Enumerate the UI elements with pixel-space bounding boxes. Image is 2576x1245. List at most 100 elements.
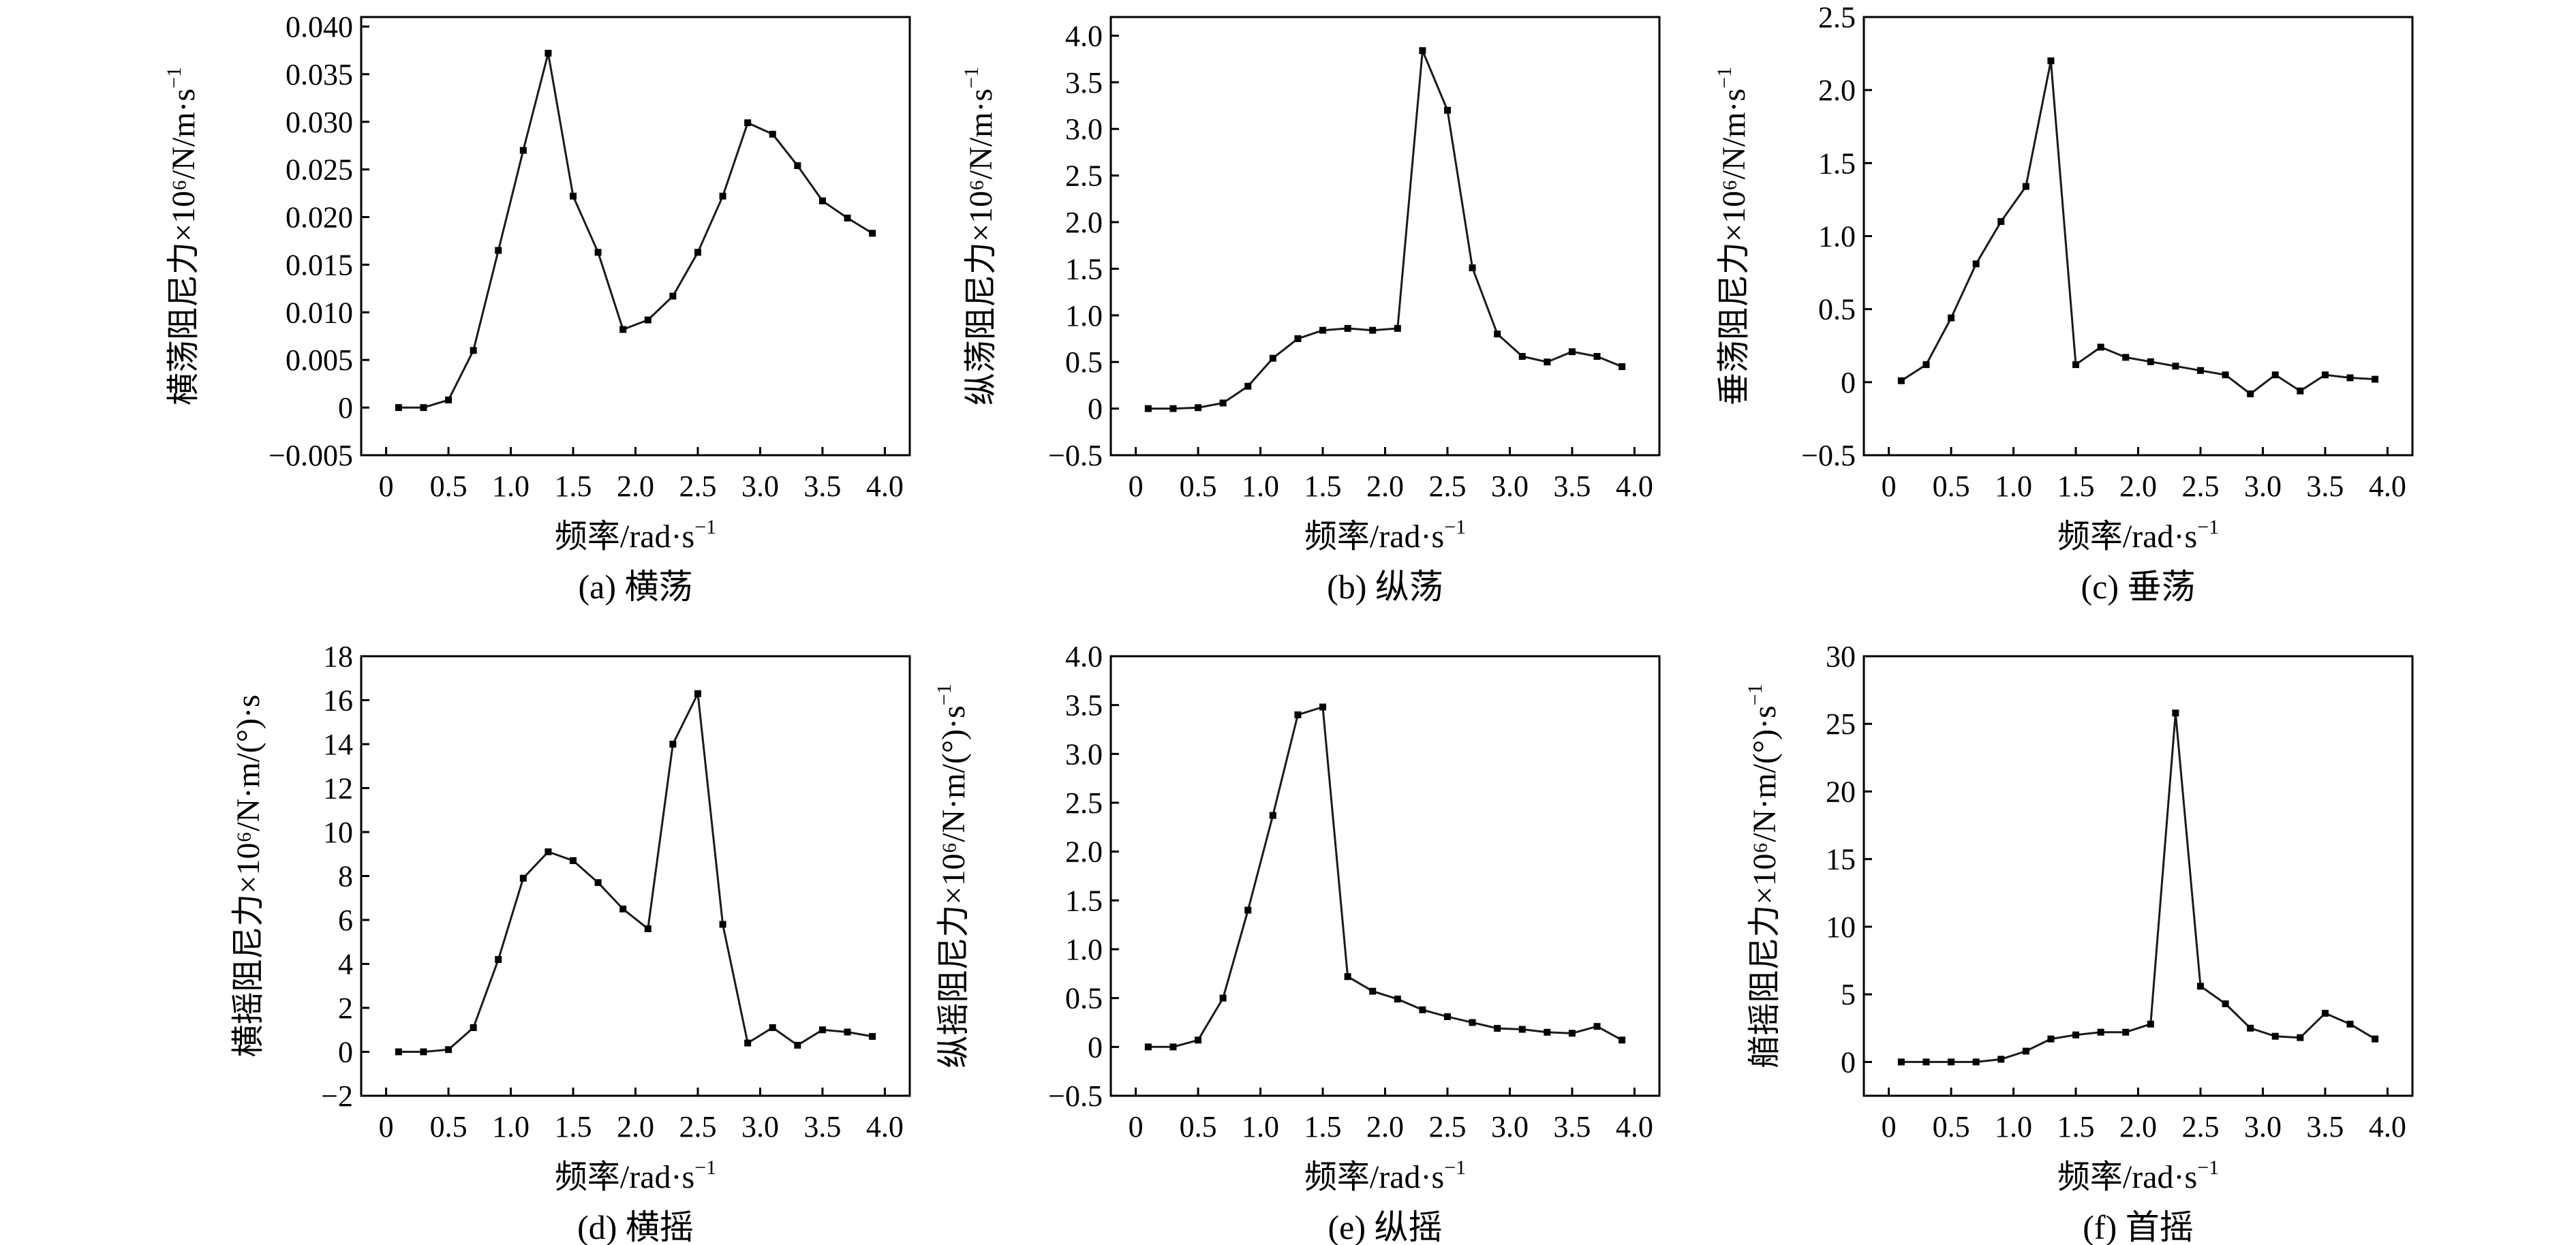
y-tick-label: 30 <box>1826 640 1856 673</box>
x-tick-label: 4.0 <box>2369 470 2406 503</box>
chart-panel-4: 0 0.5 1.0 1.5 2.0 2.5 3.0 3.5 4.0 −2 0 2 4 6 8 10 12 14 16… <box>230 640 911 1245</box>
data-point <box>2172 709 2179 717</box>
y-tick-label: 1.5 <box>1065 884 1103 917</box>
data-point <box>395 1048 402 1056</box>
y-tick-label: 0.035 <box>286 58 353 91</box>
data-point <box>594 879 602 887</box>
data-point <box>1144 1043 1152 1051</box>
y-tick-label: 20 <box>1826 775 1856 808</box>
data-point <box>2297 1034 2304 1041</box>
data-point <box>1469 264 1476 272</box>
y-axis-label: 纵荡阻尼力×10⁶/N/m·s−1 <box>960 67 999 405</box>
data-point <box>445 1046 453 1054</box>
panel-caption: (e) 纵摇 <box>1328 1208 1443 1245</box>
x-tick-label: 1.0 <box>1995 1110 2032 1143</box>
chart-panel-5: 0 0.5 1.0 1.5 2.0 2.5 3.0 3.5 4.0 −0.5 0 0.5 1.0 1.5 2… <box>933 640 1661 1245</box>
series-line <box>1901 711 2376 1063</box>
data-point <box>594 249 602 256</box>
data-point <box>2072 1031 2080 1039</box>
y-tick-label: 3.0 <box>1065 112 1103 146</box>
x-tick-label: 4.0 <box>1616 470 1653 503</box>
y-tick-label: 0.5 <box>1065 345 1103 379</box>
chart-panel-3: 0 0.5 1.0 1.5 2.0 2.5 3.0 3.5 4.0 −0.5 0 0.5 1.0 1.5 2… <box>1713 1 2414 606</box>
x-tick-label: 2.0 <box>617 1110 654 1143</box>
x-axis-label: 频率/rad·s−1 <box>555 1156 716 1195</box>
y-tick-label: 1.0 <box>1818 220 1856 253</box>
y-axis-label: 横荡阻尼力×10⁶/N/m·s−1 <box>163 67 202 405</box>
data-point <box>1443 106 1451 114</box>
data-point <box>1419 47 1426 55</box>
x-tick-label: 2.0 <box>2119 1110 2157 1143</box>
data-point <box>1144 405 1152 412</box>
data-point <box>1169 405 1177 412</box>
data-point <box>818 1026 826 1034</box>
data-point <box>1568 348 1576 356</box>
data-point <box>1419 1006 1426 1013</box>
data-point <box>1948 1058 1955 1066</box>
y-tick-label: 0.5 <box>1065 982 1103 1015</box>
data-point <box>644 316 651 324</box>
y-tick-label: 1.0 <box>1065 299 1103 333</box>
x-tick-label: 3.5 <box>803 470 841 503</box>
y-axis-label: 横摇阻尼力×10⁶/N·m/(°)·s <box>230 694 266 1057</box>
data-point <box>1593 1023 1601 1030</box>
x-tick-label: 2.0 <box>617 470 654 503</box>
x-tick-label: 3.5 <box>1553 1110 1591 1143</box>
chart-panel-2: 0 0.5 1.0 1.5 2.0 2.5 3.0 3.5 4.0 −0.5 0 0.5 1.0 1.5 2… <box>960 16 1661 606</box>
data-point <box>869 1032 876 1040</box>
data-point <box>545 848 552 856</box>
data-point <box>1897 1058 1905 1066</box>
y-tick-label: 0 <box>338 391 353 425</box>
data-point <box>2346 374 2354 382</box>
plot-frame <box>1862 16 2414 457</box>
x-tick-label: 0 <box>1129 470 1144 503</box>
data-point <box>844 1028 851 1036</box>
x-tick-label: 3.5 <box>1553 470 1591 503</box>
data-point <box>1544 1028 1551 1036</box>
x-tick-label: 2.5 <box>679 470 716 503</box>
plot-frame <box>1109 16 1661 457</box>
data-point <box>2147 1020 2154 1028</box>
data-point <box>445 396 453 403</box>
data-point <box>1219 399 1227 407</box>
y-tick-label: 25 <box>1826 707 1856 741</box>
panel-caption: (a) 横荡 <box>579 568 693 606</box>
y-tick-label: 2.0 <box>1818 74 1856 107</box>
data-point <box>1344 973 1351 981</box>
y-tick-label: 2.5 <box>1065 786 1103 820</box>
x-tick-label: 2.0 <box>2119 470 2157 503</box>
data-point <box>519 874 527 882</box>
x-tick-label: 2.5 <box>2181 1110 2219 1143</box>
data-point <box>794 162 801 170</box>
panel-caption: (c) 垂荡 <box>2081 568 2196 606</box>
data-point <box>570 857 577 864</box>
x-tick-label: 3.0 <box>1491 1110 1529 1143</box>
data-point <box>2022 183 2029 190</box>
data-point <box>1344 324 1351 332</box>
x-tick-label: 3.5 <box>2306 1110 2344 1143</box>
y-tick-label: 1.5 <box>1818 147 1856 180</box>
data-point <box>1195 404 1202 412</box>
series-line <box>1901 59 2376 395</box>
data-point <box>1619 363 1626 371</box>
y-tick-label: −0.5 <box>1048 439 1103 472</box>
x-axis-label: 频率/rad·s−1 <box>555 516 716 555</box>
chart-panel-6: 0 0.5 1.0 1.5 2.0 2.5 3.0 3.5 4.0 0 5 10 15 20 25 30 频率/… <box>1744 640 2414 1245</box>
data-point <box>2297 387 2304 395</box>
data-point <box>794 1041 801 1049</box>
x-tick-label: 0 <box>379 1110 394 1143</box>
y-tick-label: 0 <box>1841 366 1856 399</box>
data-point <box>2072 361 2080 369</box>
data-point <box>719 192 726 200</box>
data-point <box>1443 1013 1451 1020</box>
series-line <box>1148 706 1623 1048</box>
data-point <box>470 347 477 354</box>
y-tick-label: 1.5 <box>1065 252 1103 286</box>
y-tick-label: 14 <box>323 728 353 761</box>
panel-caption: (d) 横摇 <box>577 1208 694 1245</box>
data-point <box>1997 1056 2005 1063</box>
data-point <box>2022 1047 2029 1055</box>
data-point <box>519 147 527 154</box>
y-tick-label: 4.0 <box>1065 640 1103 673</box>
data-point <box>2196 983 2204 990</box>
